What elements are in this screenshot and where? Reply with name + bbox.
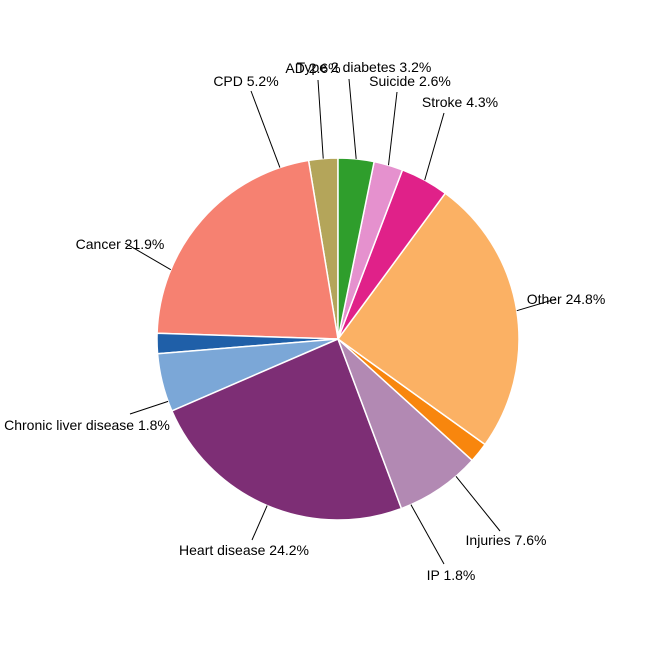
- leader-line-type-2-diabetes-3-2: [348, 78, 357, 159]
- slice-label-chronic-liver-disease-1-8: Chronic liver disease 1.8%: [4, 417, 170, 433]
- slice-label-stroke-4-3: Stroke 4.3%: [422, 94, 498, 110]
- leader-line-injuries-7-6: [455, 475, 501, 532]
- leader-line-cancer-21-9: [124, 242, 172, 271]
- slice-label-other-24-8: Other 24.8%: [527, 291, 606, 307]
- leader-line-suicide-2-6: [388, 91, 398, 166]
- pie-slices-group: [156, 157, 520, 521]
- pie-slice-cancer: [156, 159, 339, 340]
- pie-slice-heart-disease: [171, 338, 403, 521]
- slice-label-cancer-21-9: Cancer 21.9%: [76, 236, 165, 252]
- slice-label-type-2-diabetes-3-2: Type 2 diabetes 3.2%: [297, 59, 432, 75]
- leader-line-cpd-5-2: [250, 90, 281, 168]
- slice-label-cpd-5-2: CPD 5.2%: [213, 73, 278, 89]
- slice-label-ad-2-6: AD 2.6%: [285, 60, 340, 76]
- leader-line-chronic-liver-disease-1-8: [129, 400, 169, 415]
- slice-label-heart-disease-24-2: Heart disease 24.2%: [179, 542, 309, 558]
- pie-slice-type-2-diabetes: [337, 157, 375, 340]
- slice-label-suicide-2-6: Suicide 2.6%: [369, 73, 451, 89]
- slice-labels-group: AD 2.6%Type 2 diabetes 3.2%Suicide 2.6% S…: [4, 59, 605, 583]
- leader-line-stroke-4-3: [424, 112, 445, 181]
- leader-line-other-24-8: [516, 298, 557, 312]
- leader-lines-group: [124, 78, 557, 565]
- slice-label-injuries-7-6: Injuries 7.6%: [466, 532, 547, 548]
- leader-line-ad-2-6: [317, 79, 324, 159]
- leader-line-heart-disease-24-2: [251, 505, 268, 541]
- leader-line-ip-1-8: [410, 504, 445, 565]
- slice-label-ip-1-8: IP 1.8%: [427, 567, 476, 583]
